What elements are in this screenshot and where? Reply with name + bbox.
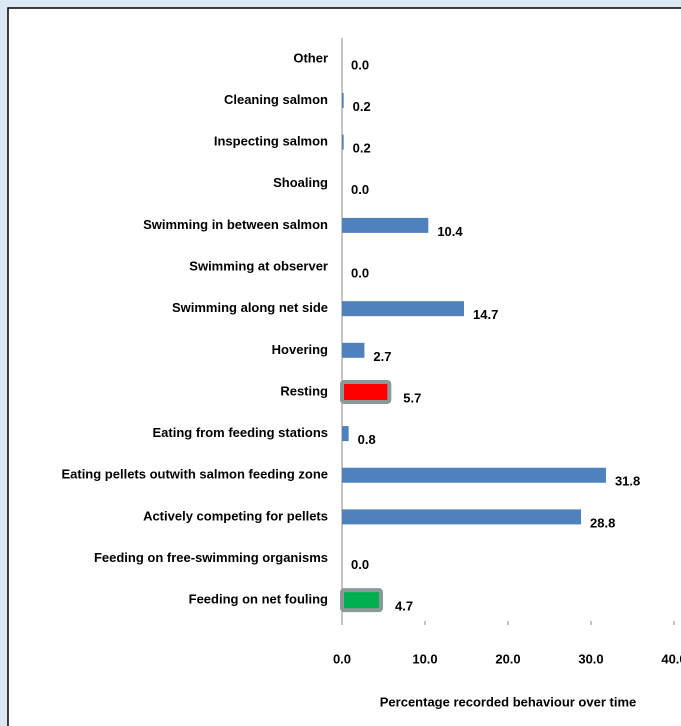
x-tick-label: 0.0 [333,651,351,666]
bar [342,509,582,525]
value-label: 31.8 [615,474,640,489]
bar [342,426,349,442]
value-label: 2.7 [373,349,391,364]
y-tick-label: Shoaling [273,175,328,190]
y-tick-label: Feeding on net fouling [189,592,328,607]
bar [342,467,606,483]
y-tick-label: Actively competing for pellets [143,508,328,523]
bar [340,379,392,404]
bar [342,92,344,108]
value-label: 4.7 [395,599,413,614]
bar [342,301,465,317]
x-tick-label: 40.0 [661,651,681,666]
y-tick-label: Other [293,50,328,65]
value-label: 0.0 [351,182,369,197]
x-tick-label: 30.0 [578,651,603,666]
x-axis-label: Percentage recorded behaviour over time [380,694,636,709]
y-tick-label: Swimming in between salmon [143,217,328,232]
value-label: 0.0 [351,557,369,572]
y-tick-label: Cleaning salmon [224,92,328,107]
y-tick-label: Inspecting salmon [214,134,328,149]
value-label: 5.7 [403,390,421,405]
y-tick-label: Swimming along net side [172,300,328,315]
y-tick-label: Hovering [272,342,328,357]
y-tick-label: Feeding on free-swimming organisms [94,550,328,565]
value-label: 0.2 [353,99,371,114]
x-tick-label: 10.0 [412,651,437,666]
value-label: 0.8 [358,432,376,447]
value-label: 0.0 [351,265,369,280]
value-label: 0.2 [353,141,371,156]
value-label: 0.0 [351,57,369,72]
value-label: 14.7 [473,307,498,322]
value-label: 28.8 [590,515,615,530]
y-tick-label: Resting [280,383,328,398]
y-tick-label: Swimming at observer [189,258,328,273]
value-label: 10.4 [437,224,463,239]
x-tick-label: 20.0 [495,651,520,666]
bar [342,342,365,358]
bar [342,134,344,150]
y-tick-label: Eating pellets outwith salmon feeding zo… [61,467,328,482]
bar [342,217,429,233]
chart-area [7,7,681,726]
bar [340,588,384,613]
y-tick-label: Eating from feeding stations [152,425,328,440]
